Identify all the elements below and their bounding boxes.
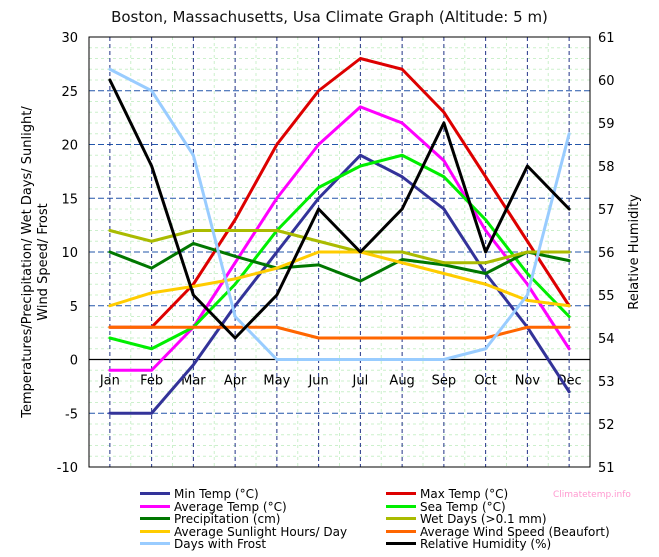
legend-item: Average Sunlight Hours/ Day	[140, 525, 347, 539]
legend-swatch	[140, 542, 170, 545]
y-tick-label: 0	[70, 354, 78, 369]
y2-tick-label: 52	[598, 418, 615, 433]
y-axis-label-line-2: Wind Speed/ Frost	[36, 203, 51, 320]
legend-label: Average Temp (°C)	[174, 499, 287, 514]
plot-border	[88, 36, 591, 468]
y2-tick-label: 61	[598, 31, 615, 46]
x-tick-label-aug: Aug	[389, 374, 414, 389]
x-axis-ticks: Jan Feb Mar Apr May Jun Jul Aug Sep Oct Nov Dec	[99, 374, 582, 389]
x-tick-label-jun: Jun	[307, 374, 328, 389]
series-line-7	[108, 325, 571, 340]
series-line-9	[108, 78, 571, 340]
right-axis-ticks: 51 52 53 54 55 56 57 58 59 60 61	[598, 31, 615, 476]
x-tick-label-apr: Apr	[224, 374, 247, 389]
series-line-5	[108, 229, 571, 265]
x-tick-label-nov: Nov	[515, 374, 541, 389]
plot-frame	[88, 36, 591, 468]
legend-swatch	[140, 492, 170, 495]
watermark-text: Climatetemp.info	[553, 490, 631, 500]
left-axis-ticks: -10 -5 0 5 10 15 20 25 30	[57, 31, 78, 476]
legend-label: Average Wind Speed (Beaufort)	[420, 524, 610, 539]
legend-item: Wet Days (>0.1 mm)	[386, 512, 547, 526]
y-axis-label-line-1: Temperatures/Precipitation/ Wet Days/ Su…	[20, 106, 35, 419]
x-tick-label-may: May	[263, 374, 290, 389]
chart-title: Boston, Massachusetts, Usa Climate Graph…	[111, 8, 548, 26]
x-tick-label-feb: Feb	[140, 374, 163, 389]
y2-tick-label: 51	[598, 461, 615, 476]
legend-swatch	[140, 517, 170, 520]
legend-swatch	[140, 504, 170, 508]
series-line-1	[108, 57, 571, 329]
y-tick-label: -10	[57, 461, 78, 476]
legend-item: Min Temp (°C)	[140, 487, 259, 501]
x-tick-label-sep: Sep	[432, 374, 457, 389]
chart-legend: Min Temp (°C) Max Temp (°C) Average Temp (…	[140, 487, 610, 553]
y-tick-label: 30	[61, 31, 78, 46]
legend-swatch	[386, 542, 416, 545]
major-grid	[89, 36, 590, 468]
y-tick-label: 5	[70, 300, 78, 315]
legend-swatch	[386, 492, 416, 495]
legend-swatch	[386, 504, 416, 508]
y2-tick-label: 56	[598, 246, 615, 261]
y2-tick-label: 60	[598, 74, 615, 89]
legend-label: Sea Temp (°C)	[420, 499, 506, 514]
y-tick-label: 10	[61, 246, 78, 261]
legend-item: Average Wind Speed (Beaufort)	[386, 525, 610, 539]
x-tick-label-jan: Jan	[99, 374, 120, 389]
x-tick-label-oct: Oct	[474, 374, 496, 389]
legend-swatch	[140, 529, 170, 533]
legend-label: Wet Days (>0.1 mm)	[420, 512, 547, 526]
y2-axis-label: Relative Humidity	[627, 194, 642, 310]
legend-item: Average Temp (°C)	[140, 500, 287, 514]
series-line-8	[108, 67, 571, 361]
legend-label: Min Temp (°C)	[174, 487, 259, 501]
legend-swatch	[386, 529, 416, 533]
legend-item: Sea Temp (°C)	[386, 500, 506, 514]
series-lines	[108, 57, 571, 415]
y-tick-label: 15	[61, 192, 78, 207]
series-line-4	[108, 241, 571, 283]
y2-tick-label: 55	[598, 289, 615, 304]
y-tick-label: 25	[61, 85, 78, 100]
legend-swatch	[386, 517, 416, 520]
x-tick-label-mar: Mar	[181, 374, 206, 389]
y-tick-label: 20	[61, 139, 78, 154]
legend-label: Max Temp (°C)	[420, 487, 509, 501]
y2-tick-label: 57	[598, 203, 615, 218]
series-line-3	[108, 153, 571, 351]
legend-item: Days with Frost	[140, 537, 266, 551]
x-tick-label-jul: Jul	[352, 374, 369, 389]
legend-label: Average Sunlight Hours/ Day	[174, 524, 348, 539]
y2-tick-label: 53	[598, 375, 615, 390]
legend-label: Days with Frost	[174, 537, 267, 551]
legend-label: Relative Humidity (%)	[420, 537, 552, 551]
legend-label: Precipitation (cm)	[174, 512, 281, 526]
legend-item: Max Temp (°C)	[386, 487, 508, 501]
y2-tick-label: 54	[598, 332, 615, 347]
y-tick-label: -5	[65, 407, 78, 422]
y2-tick-label: 59	[598, 117, 615, 132]
legend-item: Relative Humidity (%)	[386, 537, 551, 551]
y2-tick-label: 58	[598, 160, 615, 175]
legend-item: Precipitation (cm)	[140, 512, 280, 526]
series-line-6	[108, 250, 571, 308]
